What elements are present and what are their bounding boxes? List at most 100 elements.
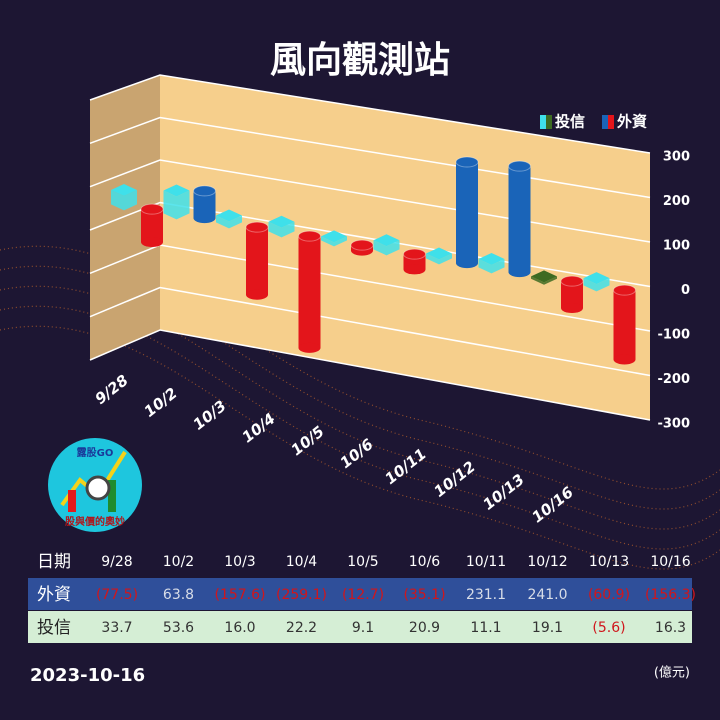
table-cell: 33.7 bbox=[101, 620, 132, 636]
bar-body bbox=[613, 290, 636, 360]
y-tick-label: 300 bbox=[663, 150, 690, 165]
table-header: 10/13 bbox=[589, 554, 629, 570]
bar bbox=[403, 248, 426, 275]
bar-body bbox=[141, 209, 163, 243]
bars bbox=[111, 156, 636, 365]
table-cell: (60.9) bbox=[588, 587, 630, 603]
bar-body bbox=[373, 240, 400, 256]
bar-top bbox=[350, 239, 374, 251]
bar-secondary bbox=[216, 209, 242, 229]
table-row-label: 外資 bbox=[37, 585, 71, 605]
bar-secondary bbox=[163, 184, 190, 220]
bar-secondary bbox=[426, 247, 452, 265]
bar-top bbox=[478, 252, 505, 265]
bar bbox=[508, 160, 531, 278]
bar-top bbox=[426, 247, 452, 260]
table-header: 10/16 bbox=[650, 554, 690, 570]
table-cell: (157.6) bbox=[214, 587, 265, 603]
table-header: 10/3 bbox=[224, 554, 255, 570]
grid-line bbox=[89, 329, 651, 421]
table-cell: 9.1 bbox=[352, 620, 374, 636]
bar-body bbox=[216, 215, 242, 229]
legend: 投信 外資 bbox=[540, 113, 647, 131]
y-tick-label: 200 bbox=[663, 194, 690, 209]
bar-body bbox=[246, 227, 268, 295]
logo: 露股GO 股與價的奧妙 bbox=[48, 438, 142, 532]
bar bbox=[613, 284, 636, 365]
legend-swatch bbox=[608, 115, 614, 129]
data-table: 日期 9/28 10/2 10/3 10/4 10/5 10/6 10/11 10/12 10/1… bbox=[28, 552, 696, 643]
table-header: 10/6 bbox=[409, 554, 441, 570]
date: 2023-10-16 bbox=[30, 665, 145, 686]
table-cell: 63.8 bbox=[163, 587, 194, 603]
bar-top bbox=[163, 184, 190, 197]
bar bbox=[193, 185, 216, 224]
bar-top bbox=[403, 248, 426, 260]
bar-body bbox=[193, 190, 216, 219]
unit: (億元) bbox=[654, 665, 690, 681]
bar-bottom bbox=[298, 342, 321, 353]
grid-line bbox=[89, 116, 651, 199]
legend-swatch bbox=[602, 115, 608, 129]
table-cell: (35.1) bbox=[403, 587, 445, 603]
bar-secondary bbox=[111, 184, 137, 211]
table-cell: (77.5) bbox=[96, 587, 138, 603]
bar-bottom bbox=[508, 267, 531, 278]
bar-bottom bbox=[141, 237, 163, 248]
table-header: 10/4 bbox=[286, 554, 318, 570]
bar-top bbox=[321, 230, 347, 243]
table-header: 10/11 bbox=[466, 554, 506, 570]
table-cell: (5.6) bbox=[592, 620, 625, 636]
bar-body bbox=[583, 278, 610, 292]
bar bbox=[140, 203, 164, 248]
bar-bottom bbox=[403, 264, 426, 275]
grid-line bbox=[89, 286, 651, 377]
table-row bbox=[28, 611, 692, 643]
table-cell: 20.9 bbox=[409, 620, 440, 636]
bar-top bbox=[373, 234, 400, 247]
bar-bottom bbox=[561, 303, 583, 314]
bar-top bbox=[268, 215, 295, 228]
logo-slogan: 股與價的奧妙 bbox=[65, 515, 125, 528]
y-tick-label: 100 bbox=[663, 239, 690, 254]
chart-title: 風向觀測站 bbox=[270, 40, 450, 81]
bar-top bbox=[140, 203, 164, 215]
bar-top bbox=[560, 275, 584, 287]
table-header: 9/28 bbox=[101, 554, 132, 570]
legend-label: 投信 bbox=[555, 113, 585, 131]
y-tick-label: -300 bbox=[657, 417, 690, 432]
table-cell: 11.1 bbox=[470, 620, 501, 636]
bar-body bbox=[426, 253, 452, 265]
bar-top bbox=[531, 270, 557, 283]
bar-top bbox=[216, 209, 242, 222]
legend-swatch bbox=[540, 115, 546, 129]
bar bbox=[455, 156, 479, 269]
table-cell: (156.3) bbox=[645, 587, 696, 603]
bar-body bbox=[508, 166, 531, 273]
bar-top bbox=[583, 272, 610, 285]
bar bbox=[245, 221, 269, 300]
bar-body bbox=[163, 190, 190, 220]
table-cell: 231.1 bbox=[466, 587, 506, 603]
bar-body bbox=[478, 258, 505, 274]
bar-body bbox=[298, 236, 321, 348]
bar-body bbox=[321, 236, 347, 247]
table-row bbox=[28, 578, 692, 610]
bar-secondary bbox=[583, 272, 610, 292]
y-tick-label: -200 bbox=[657, 372, 690, 387]
bar-body bbox=[111, 190, 137, 211]
table-header: 10/12 bbox=[527, 554, 567, 570]
bar-secondary bbox=[321, 230, 347, 247]
table-cell: 53.6 bbox=[163, 620, 194, 636]
bar-top bbox=[613, 284, 636, 296]
side-wall bbox=[90, 75, 160, 360]
grid-line bbox=[89, 74, 651, 154]
bar-secondary bbox=[531, 270, 557, 285]
table-cell: (12.7) bbox=[342, 587, 384, 603]
table-cell: 19.1 bbox=[532, 620, 563, 636]
logo-brand: 露股GO bbox=[77, 446, 114, 459]
bar-bottom bbox=[613, 354, 636, 365]
table-cell: 241.0 bbox=[527, 587, 567, 603]
legend-swatch bbox=[546, 115, 552, 129]
